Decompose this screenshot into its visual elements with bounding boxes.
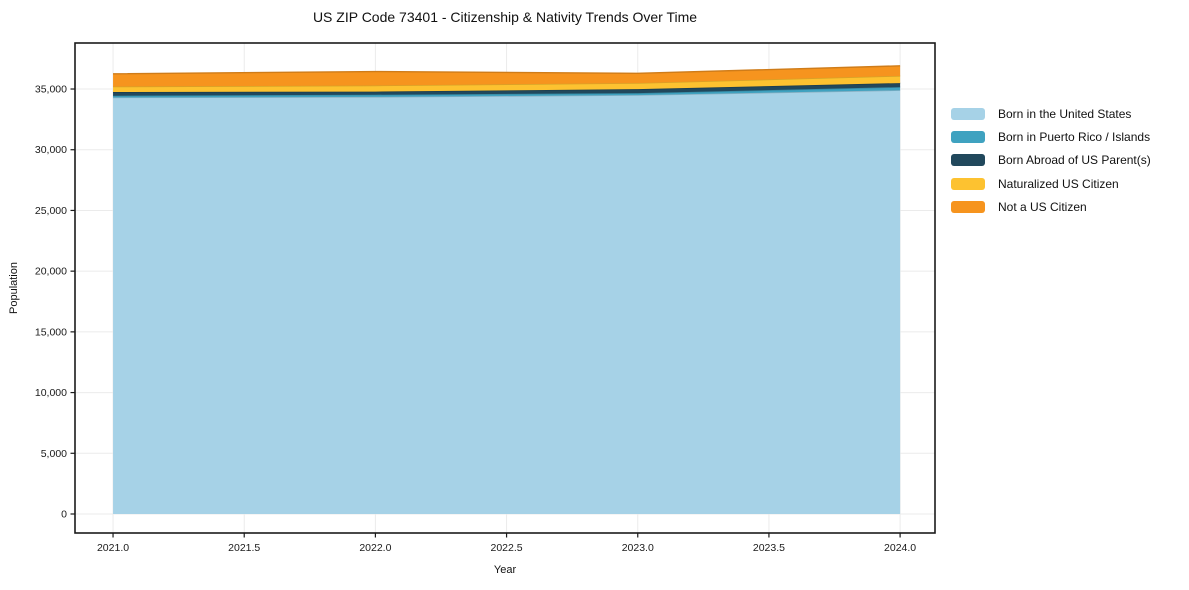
legend: Born in the United States Born in Puerto … bbox=[951, 102, 1151, 219]
y-axis-title: Population bbox=[8, 262, 20, 314]
x-axis-title: Year bbox=[493, 564, 517, 576]
legend-label: Born in the United States bbox=[998, 106, 1132, 121]
plot-border bbox=[74, 42, 936, 534]
area-series-0 bbox=[113, 89, 901, 514]
svg-text:2022.0: 2022.0 bbox=[359, 542, 391, 554]
legend-swatch bbox=[951, 177, 985, 190]
svg-text:15,000: 15,000 bbox=[35, 326, 67, 338]
svg-text:2023.0: 2023.0 bbox=[622, 542, 654, 554]
area-series-4 bbox=[113, 65, 901, 87]
legend-label: Not a US Citizen bbox=[998, 200, 1087, 215]
svg-text:30,000: 30,000 bbox=[35, 144, 67, 156]
svg-text:10,000: 10,000 bbox=[35, 387, 67, 399]
legend-item: Naturalized US Citizen bbox=[951, 172, 1151, 195]
svg-text:2022.5: 2022.5 bbox=[491, 542, 523, 554]
svg-text:20,000: 20,000 bbox=[35, 266, 67, 278]
svg-text:2023.5: 2023.5 bbox=[753, 542, 785, 554]
legend-label: Born in Puerto Rico / Islands bbox=[998, 130, 1151, 145]
svg-text:35,000: 35,000 bbox=[35, 84, 67, 96]
svg-text:2021.5: 2021.5 bbox=[228, 542, 260, 554]
svg-text:5,000: 5,000 bbox=[41, 448, 67, 460]
legend-item: Not a US Citizen bbox=[951, 196, 1151, 219]
y-tick-labels: 0 5,000 10,000 15,000 20,000 25,000 30,000 35,0… bbox=[35, 84, 67, 521]
legend-item: Born Abroad of US Parent(s) bbox=[951, 149, 1151, 172]
svg-text:2021.0: 2021.0 bbox=[97, 542, 129, 554]
legend-swatch bbox=[951, 201, 985, 214]
legend-item: Born in Puerto Rico / Islands bbox=[951, 125, 1151, 148]
x-tick-labels: 2021.0 2021.5 2022.0 2022.5 2023.0 2023.5 2024… bbox=[97, 542, 916, 554]
svg-text:2024.0: 2024.0 bbox=[884, 542, 916, 554]
axis-ticks bbox=[70, 88, 901, 538]
legend-label: Born Abroad of US Parent(s) bbox=[998, 153, 1151, 168]
svg-text:0: 0 bbox=[61, 508, 67, 520]
legend-label: Naturalized US Citizen bbox=[998, 176, 1119, 191]
svg-text:25,000: 25,000 bbox=[35, 205, 67, 217]
legend-swatch bbox=[951, 154, 985, 167]
legend-swatch bbox=[951, 107, 985, 120]
legend-swatch bbox=[951, 131, 985, 144]
legend-item: Born in the United States bbox=[951, 102, 1151, 125]
chart-title: US ZIP Code 73401 - Citizenship & Nativi… bbox=[312, 9, 698, 25]
